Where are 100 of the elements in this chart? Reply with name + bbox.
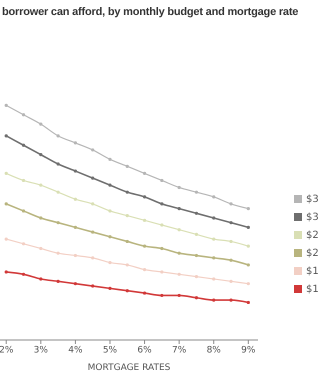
point [229, 258, 233, 262]
x-tick-label: 9% [241, 345, 256, 356]
point [4, 202, 8, 206]
x-tick-label: 7% [172, 345, 187, 356]
point [194, 232, 198, 236]
x-tick-label: 4% [68, 345, 83, 356]
point [126, 240, 129, 244]
point [39, 122, 42, 126]
point [194, 275, 198, 278]
point [178, 228, 181, 232]
point [22, 113, 26, 116]
x-tick-label: 3% [34, 345, 48, 356]
point [178, 272, 181, 276]
point [108, 158, 112, 161]
point [229, 221, 233, 224]
point [178, 186, 181, 190]
point [56, 252, 60, 255]
point [229, 240, 233, 244]
point [126, 214, 129, 218]
point [22, 242, 26, 246]
point [160, 178, 164, 182]
point [229, 298, 233, 302]
chart-title: borrower can afford, by monthly budget and mortgage rate [2, 6, 298, 18]
point [246, 207, 250, 210]
point [194, 254, 198, 258]
point [22, 178, 26, 182]
point [4, 104, 8, 107]
point [91, 284, 94, 288]
point [246, 300, 250, 304]
point [142, 172, 146, 175]
point [108, 260, 112, 264]
point [142, 218, 146, 222]
point [4, 270, 8, 274]
point [39, 153, 42, 156]
point [39, 277, 42, 281]
point [160, 270, 164, 274]
point [4, 172, 8, 175]
point [212, 195, 216, 198]
point [212, 256, 216, 260]
point [126, 289, 129, 292]
x-axis-title: MORTGAGE RATES [88, 363, 171, 373]
point [91, 176, 94, 180]
point [160, 294, 164, 298]
point [74, 254, 77, 258]
legend-label: $3 [306, 212, 319, 222]
x-tick-label: 8% [206, 345, 222, 356]
point [91, 148, 94, 152]
point [91, 230, 94, 234]
legend-label: $2 [306, 230, 319, 240]
point [246, 263, 250, 267]
point [142, 195, 146, 198]
point [194, 190, 198, 194]
point [39, 246, 42, 250]
legend-label: $1 [306, 284, 319, 294]
point [22, 272, 26, 276]
point [108, 209, 112, 213]
point [229, 280, 233, 283]
point [108, 235, 112, 238]
legend-label: $3 [306, 194, 319, 204]
point [126, 263, 129, 267]
point [56, 162, 60, 166]
point [212, 238, 216, 241]
point [74, 198, 77, 201]
point [160, 246, 164, 250]
point [91, 256, 94, 260]
x-tick-label: 5% [102, 345, 118, 356]
point [22, 144, 26, 147]
point [126, 164, 129, 168]
point [246, 282, 250, 286]
point [74, 141, 77, 144]
point [74, 282, 77, 286]
point [229, 202, 233, 206]
x-tick-label: 2% [0, 345, 14, 356]
point [142, 244, 146, 248]
point [39, 184, 42, 187]
point [212, 277, 216, 281]
point [126, 190, 129, 194]
point [91, 202, 94, 206]
point [4, 134, 8, 138]
point [212, 298, 216, 302]
point [142, 291, 146, 295]
point [56, 190, 60, 194]
point [194, 212, 198, 215]
point [212, 216, 216, 220]
point [4, 238, 8, 241]
point [108, 286, 112, 290]
point [56, 134, 60, 138]
point [160, 202, 164, 206]
point [74, 169, 77, 173]
point [246, 244, 250, 248]
legend-label: $1 [306, 266, 319, 276]
point [142, 268, 146, 272]
point [160, 223, 164, 227]
point [56, 280, 60, 283]
point [178, 252, 181, 255]
point [108, 184, 112, 187]
point [194, 296, 198, 300]
point [246, 226, 250, 229]
point [39, 216, 42, 220]
point [56, 221, 60, 224]
